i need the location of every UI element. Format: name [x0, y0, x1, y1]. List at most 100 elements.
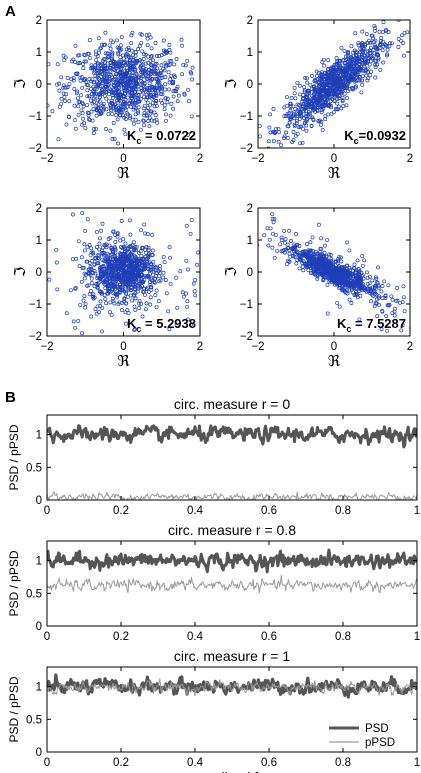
x-tick-label: 0.4	[187, 631, 204, 643]
scatter-point	[133, 307, 138, 312]
scatter-point	[96, 261, 101, 266]
scatter-point	[354, 291, 359, 296]
scatter-point	[303, 75, 308, 80]
scatter-point	[347, 70, 352, 75]
scatter-point	[376, 265, 381, 270]
scatter-point	[366, 287, 371, 291]
scatter-point	[323, 75, 328, 80]
scatter-point	[87, 56, 92, 60]
scatter-point	[329, 271, 334, 276]
scatter-point	[75, 89, 80, 94]
y-tick-label: 0	[247, 267, 253, 279]
scatter-point	[285, 262, 289, 267]
scatter-point	[116, 80, 121, 85]
scatter-point	[84, 82, 89, 87]
scatter-point	[308, 114, 313, 119]
scatter-point	[175, 305, 180, 310]
scatter-point	[89, 276, 94, 281]
scatter-point	[267, 237, 272, 242]
scatter-point	[93, 271, 98, 276]
scatter-point	[344, 96, 349, 100]
scatter-point	[331, 279, 336, 284]
scatter-point	[367, 51, 372, 56]
scatter-point	[171, 106, 176, 111]
scatter-point	[125, 270, 130, 275]
scatter-point	[89, 79, 93, 84]
scatter-point	[146, 245, 151, 250]
scatter-point	[109, 252, 114, 257]
scatter-point	[139, 40, 144, 45]
scatter-point	[109, 98, 114, 103]
scatter-point	[331, 69, 336, 74]
scatter-point	[171, 79, 176, 84]
scatter-point	[279, 235, 284, 240]
scatter-point	[331, 79, 336, 84]
scatter-point	[121, 299, 126, 304]
scatter-point	[282, 134, 287, 139]
scatter-point	[83, 228, 88, 233]
y-tick-label: 0	[36, 621, 42, 633]
scatter-point	[94, 261, 99, 266]
scatter-point	[115, 234, 120, 239]
scatter-point	[293, 96, 298, 101]
scatter-point	[373, 28, 377, 33]
scatter-point	[128, 267, 132, 272]
psd-plot-1: circ. measure r = 0 0 0.2 0.4 0.6 0.8 1 0 0.5 1 PS…	[7, 396, 420, 517]
scatter-point	[367, 281, 372, 286]
scatter-point	[110, 89, 115, 94]
scatter-point	[318, 89, 323, 93]
scatter-point	[360, 254, 365, 259]
scatter-point	[102, 76, 107, 81]
scatter-point	[401, 41, 405, 45]
scatter-point	[355, 258, 360, 263]
scatter-point	[265, 226, 270, 231]
scatter-point	[120, 287, 125, 292]
scatter-point	[101, 107, 106, 112]
scatter-point	[104, 301, 109, 306]
scatter-point	[66, 114, 71, 119]
scatter-point	[325, 74, 330, 79]
scatter-point	[323, 113, 328, 118]
scatter-point	[334, 273, 339, 278]
scatter-point	[337, 284, 342, 289]
scatter-point	[352, 286, 357, 291]
scatter-point	[380, 48, 385, 53]
scatter-point	[343, 67, 348, 72]
scatter-point	[357, 267, 361, 272]
scatter-point	[116, 141, 121, 146]
scatter-point	[111, 79, 116, 84]
y-tick-label: −1	[240, 111, 253, 123]
scatter-point	[115, 291, 120, 296]
scatter-point	[297, 266, 302, 271]
scatter-point	[338, 268, 343, 273]
scatter-point	[137, 273, 142, 278]
scatter-point	[374, 46, 379, 51]
scatter-point	[125, 246, 130, 251]
scatter-point	[88, 265, 93, 270]
scatter-point	[95, 245, 99, 249]
scatter-point	[333, 280, 338, 284]
scatter-point	[184, 291, 188, 296]
scatter-point	[67, 99, 72, 104]
scatter-point	[282, 136, 286, 141]
scatter-point	[121, 245, 126, 249]
scatter-point	[414, 317, 417, 320]
scatter-point	[326, 81, 331, 86]
scatter-point	[82, 276, 87, 281]
scatter-point	[117, 61, 122, 66]
scatter-point	[55, 82, 59, 87]
scatter-point	[285, 95, 289, 100]
scatter-point	[112, 59, 117, 64]
scatter-point	[114, 106, 119, 111]
scatter-point	[79, 75, 84, 80]
x-axis-label: normalised freq.	[182, 769, 282, 773]
scatter-point	[342, 279, 347, 283]
scatter-point	[72, 87, 77, 91]
scatter-point	[87, 243, 92, 247]
scatter-point	[355, 295, 360, 300]
scatter-point	[117, 48, 122, 53]
scatter-point	[373, 62, 378, 67]
scatter-point	[338, 61, 343, 66]
scatter-point	[86, 113, 91, 118]
scatter-point	[55, 62, 60, 67]
